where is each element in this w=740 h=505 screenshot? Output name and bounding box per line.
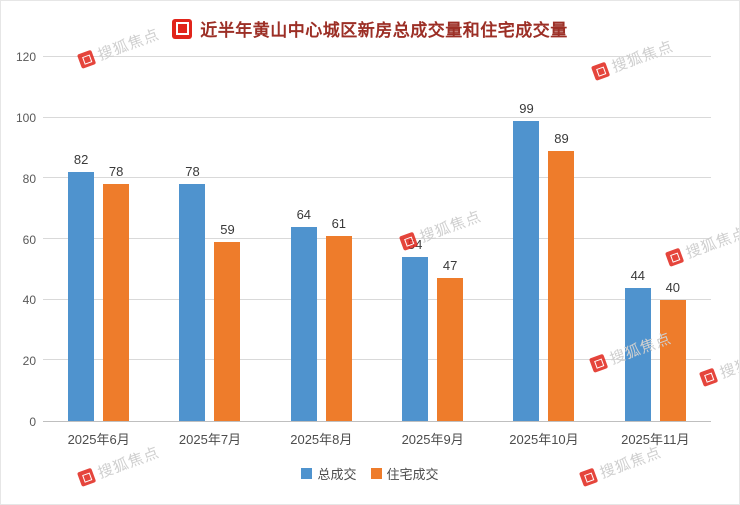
gridline (43, 298, 711, 300)
y-axis: 0 20 40 60 80 100 120 (13, 51, 43, 428)
y-tick-label: 60 (22, 232, 36, 247)
bar-group: 99 89 (488, 57, 599, 421)
gridline (43, 116, 711, 118)
title-row: 近半年黄山中心城区新房总成交量和住宅成交量 (1, 1, 739, 43)
legend-label: 总成交 (317, 467, 357, 482)
bar-total: 44 (624, 268, 651, 421)
bar-groups: 82 78 78 59 64 61 54 47 99 89 44 40 (43, 57, 711, 421)
x-tick-label: 2025年6月 (67, 432, 130, 447)
plot-area: 82 78 78 59 64 61 54 47 99 89 44 40 (43, 56, 711, 422)
bar-value-label: 44 (630, 267, 646, 283)
x-tick-label: 2025年10月 (509, 432, 579, 447)
bar-value-label: 78 (185, 164, 200, 180)
x-tick-label: 2025年8月 (290, 432, 353, 447)
gridline (43, 56, 711, 57)
bar-residential: 89 (548, 131, 575, 421)
bar-value-label: 61 (331, 215, 347, 231)
legend: 总成交 住宅成交 (1, 448, 739, 483)
bar-value-label: 78 (108, 164, 124, 180)
bar-value-label: 40 (665, 279, 681, 295)
bar-residential: 61 (325, 216, 352, 421)
bar-value-label: 82 (73, 152, 89, 168)
legend-swatch (370, 468, 382, 479)
legend-swatch (301, 468, 313, 479)
bar-value-label: 99 (519, 100, 534, 116)
y-tick-label: 80 (22, 171, 36, 186)
bar-value-label: 59 (220, 222, 235, 238)
x-tick-label: 2025年11月 (621, 432, 690, 447)
bar-total: 78 (179, 164, 206, 421)
bar-group: 44 40 (600, 57, 711, 421)
bar-total: 64 (290, 207, 317, 421)
bar-total: 54 (402, 237, 429, 421)
bar-residential: 59 (214, 222, 241, 421)
bar-group: 82 78 (43, 57, 154, 421)
legend-item-residential: 住宅成交 (370, 464, 439, 483)
gridline (43, 177, 711, 179)
bar-value-label: 47 (442, 258, 458, 274)
x-tick-label: 2025年9月 (401, 432, 464, 447)
y-tick-label: 20 (22, 354, 36, 369)
y-tick-label: 100 (15, 110, 36, 125)
bar-residential: 78 (103, 164, 130, 421)
sohu-focus-logo-icon (172, 18, 193, 39)
bar-value-label: 54 (407, 237, 423, 253)
y-tick-label: 0 (29, 415, 36, 429)
y-tick-label: 40 (22, 293, 36, 308)
bar-value-label: 89 (554, 131, 569, 147)
bar-group: 54 47 (377, 57, 488, 421)
bar-value-label: 64 (296, 206, 312, 222)
gridline (43, 359, 711, 361)
chart-title: 近半年黄山中心城区新房总成交量和住宅成交量 (200, 21, 568, 40)
bar-total: 99 (513, 101, 540, 421)
legend-label: 住宅成交 (386, 467, 439, 482)
gridline (43, 238, 711, 239)
chart-area: 0 20 40 60 80 100 120 82 78 78 59 64 61 54 47 99 89 44 40 (1, 43, 739, 428)
x-axis: 2025年6月 2025年7月 2025年8月 2025年9月 2025年10月 2025… (1, 422, 739, 448)
bar-total: 82 (68, 152, 95, 421)
bar-residential: 40 (659, 280, 686, 421)
legend-item-total: 总成交 (301, 464, 357, 483)
bar-residential: 47 (437, 258, 464, 421)
bar-group: 64 61 (266, 57, 377, 421)
bar-group: 78 59 (154, 57, 265, 421)
y-tick-label: 120 (15, 50, 36, 64)
x-tick-label: 2025年7月 (178, 432, 242, 447)
